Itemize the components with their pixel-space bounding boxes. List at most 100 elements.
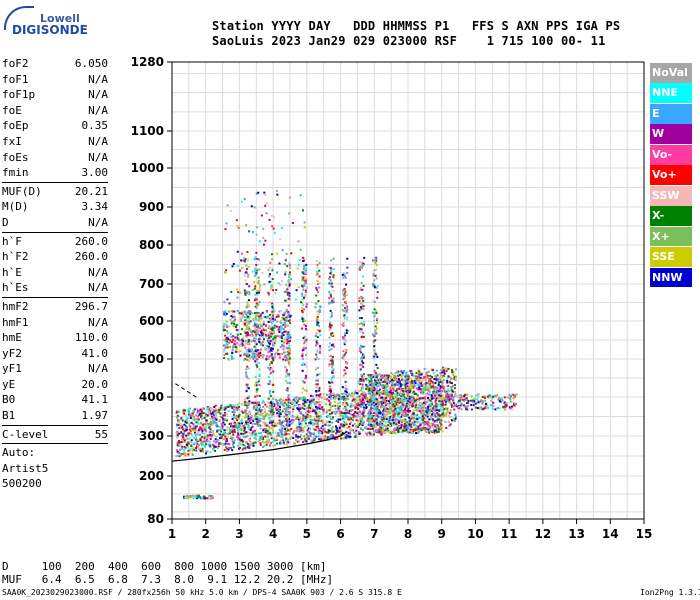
echo-point xyxy=(224,314,227,317)
echo-point xyxy=(254,437,257,440)
echo-point xyxy=(355,415,358,418)
echo-point xyxy=(395,375,398,378)
echo-point xyxy=(407,403,410,406)
echo-point xyxy=(186,420,189,423)
echo-point xyxy=(226,450,229,453)
echo-point xyxy=(329,429,332,432)
echo-point xyxy=(269,427,272,430)
echo-point xyxy=(298,408,301,411)
echo-point xyxy=(334,404,337,407)
echo-point xyxy=(226,432,229,435)
echo-point xyxy=(189,441,192,444)
echo-point xyxy=(394,418,397,421)
echo-point xyxy=(447,367,450,370)
echo-point xyxy=(316,421,319,424)
echo-point xyxy=(396,427,399,430)
echo-point xyxy=(281,436,284,439)
echo-point xyxy=(240,432,243,435)
echo-point xyxy=(199,412,202,415)
echo-point xyxy=(383,415,386,418)
echo-point xyxy=(454,384,457,387)
echo-point xyxy=(442,407,445,410)
echo-point xyxy=(288,337,291,340)
echo-point xyxy=(301,320,304,323)
echo-point xyxy=(252,319,255,322)
echo-point xyxy=(380,420,383,423)
echo-point xyxy=(424,402,427,405)
echo-point xyxy=(368,431,371,434)
echo-point xyxy=(240,410,243,413)
echo-point xyxy=(370,411,373,414)
echo-point xyxy=(474,406,477,409)
echo-point xyxy=(298,435,301,438)
echo-point xyxy=(414,404,417,407)
echo-point xyxy=(233,315,236,318)
echo-point xyxy=(279,325,282,328)
y-tick-label: 900 xyxy=(139,200,164,214)
echo-point xyxy=(419,391,422,394)
echo-point xyxy=(424,377,427,380)
echo-point xyxy=(193,416,196,419)
echo-point xyxy=(193,431,196,434)
echo-point xyxy=(255,273,258,276)
echo-point xyxy=(267,294,270,297)
param-row: fmin 3.00 xyxy=(2,165,108,181)
echo-point xyxy=(253,417,256,420)
echo-point xyxy=(318,310,321,313)
echo-point xyxy=(459,404,462,407)
echo-point xyxy=(265,430,268,433)
echo-point xyxy=(357,401,360,404)
param-row: yF2 41.0 xyxy=(2,346,108,362)
echo-point xyxy=(223,434,226,437)
echo-point xyxy=(189,417,192,420)
echo-point xyxy=(244,331,247,334)
echo-point xyxy=(267,433,270,436)
logo-text-bottom: DIGISONDE xyxy=(12,23,88,37)
echo-point xyxy=(244,414,247,417)
echo-point xyxy=(192,414,195,417)
echo-point xyxy=(245,375,248,378)
echo-point xyxy=(283,339,286,342)
echo-point xyxy=(194,427,197,430)
echo-point xyxy=(176,450,179,453)
echo-point xyxy=(349,421,352,424)
echo-point xyxy=(251,441,254,444)
echo-point xyxy=(450,404,453,407)
echo-point xyxy=(297,435,300,438)
echo-point xyxy=(432,371,435,374)
echo-point xyxy=(261,356,264,359)
echo-point xyxy=(402,383,405,386)
echo-point xyxy=(317,401,320,404)
echo-point xyxy=(363,409,366,412)
echo-point xyxy=(197,446,200,449)
echo-point xyxy=(441,402,444,405)
echo-point xyxy=(256,388,259,391)
echo-point xyxy=(280,432,283,435)
param-row: MUF(D) 20.21 xyxy=(2,184,108,200)
echo-point xyxy=(425,430,428,433)
echo-point xyxy=(282,355,285,358)
echo-point xyxy=(394,379,397,382)
echo-point xyxy=(464,393,467,396)
echo-point xyxy=(372,430,375,433)
echo-point xyxy=(228,341,231,344)
echo-point xyxy=(373,420,376,423)
echo-point xyxy=(246,292,249,295)
echo-point xyxy=(436,416,439,419)
echo-point xyxy=(237,425,240,428)
echo-point xyxy=(289,437,292,440)
echo-point xyxy=(238,442,241,445)
echo-point xyxy=(453,395,456,398)
echo-point xyxy=(257,338,260,341)
echo-point xyxy=(183,440,186,443)
echo-point xyxy=(440,397,443,400)
echo-point xyxy=(361,421,364,424)
echo-point xyxy=(494,394,497,397)
echo-point xyxy=(366,402,369,405)
echo-point xyxy=(229,429,232,432)
echo-point xyxy=(280,421,283,424)
echo-point xyxy=(241,418,244,421)
echo-point xyxy=(242,313,245,316)
echo-point xyxy=(290,436,293,439)
echo-point xyxy=(423,423,426,426)
